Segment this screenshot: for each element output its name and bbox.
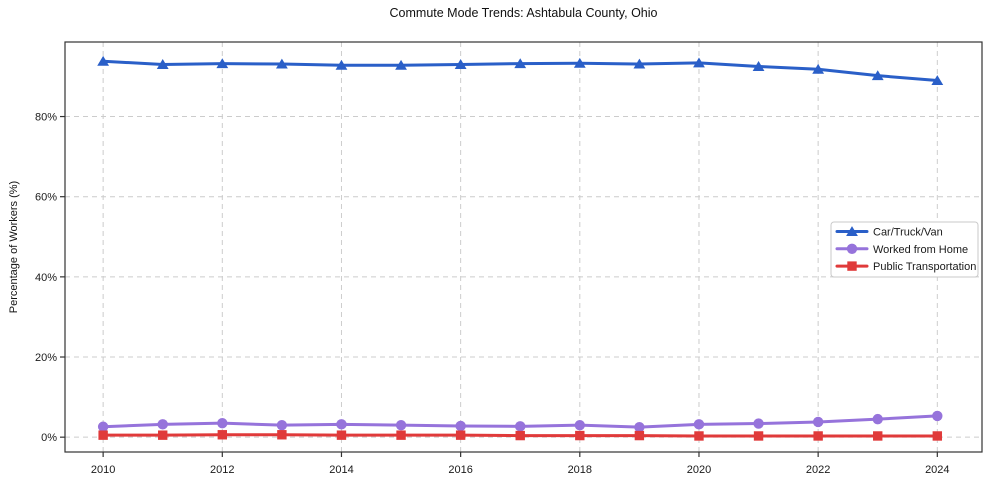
plot-border bbox=[64, 41, 983, 453]
data-point-square bbox=[873, 431, 883, 441]
series-public-transportation bbox=[98, 430, 943, 441]
data-point-triangle bbox=[931, 75, 944, 85]
x-tick-label: 2020 bbox=[687, 464, 711, 476]
data-point-circle bbox=[574, 419, 586, 431]
data-point-triangle bbox=[156, 59, 169, 69]
data-point-triangle bbox=[335, 59, 348, 70]
data-point-triangle bbox=[846, 226, 858, 236]
data-point-square bbox=[847, 261, 857, 271]
data-point-square bbox=[575, 430, 585, 441]
x-tick-label: 2012 bbox=[210, 464, 234, 476]
series-worked-from-home bbox=[97, 410, 943, 433]
axes: 0% 20% 40% 60% 80% 2010 2012 2014 2016 2018 2020 20… bbox=[35, 112, 950, 476]
data-point-circle bbox=[336, 419, 347, 430]
data-point-triangle bbox=[693, 57, 705, 68]
data-point-circle bbox=[515, 421, 526, 432]
data-point-triangle bbox=[395, 59, 407, 70]
data-point-triangle bbox=[812, 63, 825, 74]
data-point-triangle bbox=[216, 58, 229, 69]
legend: Car/Truck/Van Worked from Home Public Tran… bbox=[830, 221, 979, 278]
data-point-triangle bbox=[752, 61, 765, 71]
data-point-triangle bbox=[514, 58, 527, 69]
data-point-triangle bbox=[633, 58, 646, 69]
legend-box bbox=[830, 221, 979, 278]
data-point-circle bbox=[157, 419, 168, 430]
x-tick-label: 2022 bbox=[806, 464, 830, 476]
data-point-triangle bbox=[454, 59, 467, 69]
data-point-triangle bbox=[573, 57, 586, 68]
chart-title: Commute Mode Trends: Ashtabula County, O… bbox=[389, 6, 658, 20]
data-point-circle bbox=[753, 418, 764, 429]
x-tick-label: 2016 bbox=[448, 464, 472, 476]
data-point-square bbox=[336, 430, 347, 440]
data-point-square bbox=[932, 431, 943, 441]
y-tick-label: 60% bbox=[35, 192, 57, 204]
data-point-circle bbox=[395, 419, 407, 431]
legend-label: Worked from Home bbox=[873, 244, 968, 256]
data-point-square bbox=[217, 430, 228, 440]
y-tick-label: 20% bbox=[35, 352, 57, 364]
data-point-square bbox=[158, 430, 168, 440]
data-point-triangle bbox=[97, 55, 110, 66]
data-point-circle bbox=[455, 420, 466, 432]
legend-label: Car/Truck/Van bbox=[873, 227, 943, 239]
data-point-square bbox=[98, 430, 108, 440]
x-tick-label: 2018 bbox=[568, 464, 592, 476]
legend-label: Public Transportation bbox=[873, 261, 976, 273]
data-point-circle bbox=[812, 416, 824, 428]
data-point-square bbox=[455, 430, 466, 440]
data-point-square bbox=[515, 430, 525, 441]
y-tick-label: 80% bbox=[35, 112, 57, 124]
x-tick-label: 2010 bbox=[91, 464, 115, 476]
data-point-square bbox=[396, 430, 406, 440]
data-point-circle bbox=[217, 417, 228, 429]
data-point-square bbox=[753, 431, 764, 441]
x-tick-label: 2024 bbox=[925, 464, 949, 476]
data-point-triangle bbox=[871, 70, 884, 81]
data-point-circle bbox=[932, 410, 943, 422]
data-point-square bbox=[277, 430, 287, 440]
data-point-square bbox=[634, 430, 645, 441]
data-point-circle bbox=[693, 419, 705, 430]
data-point-circle bbox=[634, 421, 645, 433]
data-point-circle bbox=[97, 421, 109, 432]
series-car-truck-van bbox=[97, 55, 944, 85]
data-point-square bbox=[813, 431, 823, 441]
data-point-circle bbox=[846, 243, 858, 254]
x-tick-label: 2014 bbox=[329, 464, 353, 476]
y-tick-label: 0% bbox=[41, 432, 57, 444]
data-point-circle bbox=[872, 413, 883, 425]
y-tick-label: 40% bbox=[35, 272, 57, 284]
data-point-square bbox=[694, 431, 704, 441]
data-point-triangle bbox=[275, 58, 288, 69]
data-point-circle bbox=[276, 419, 288, 431]
